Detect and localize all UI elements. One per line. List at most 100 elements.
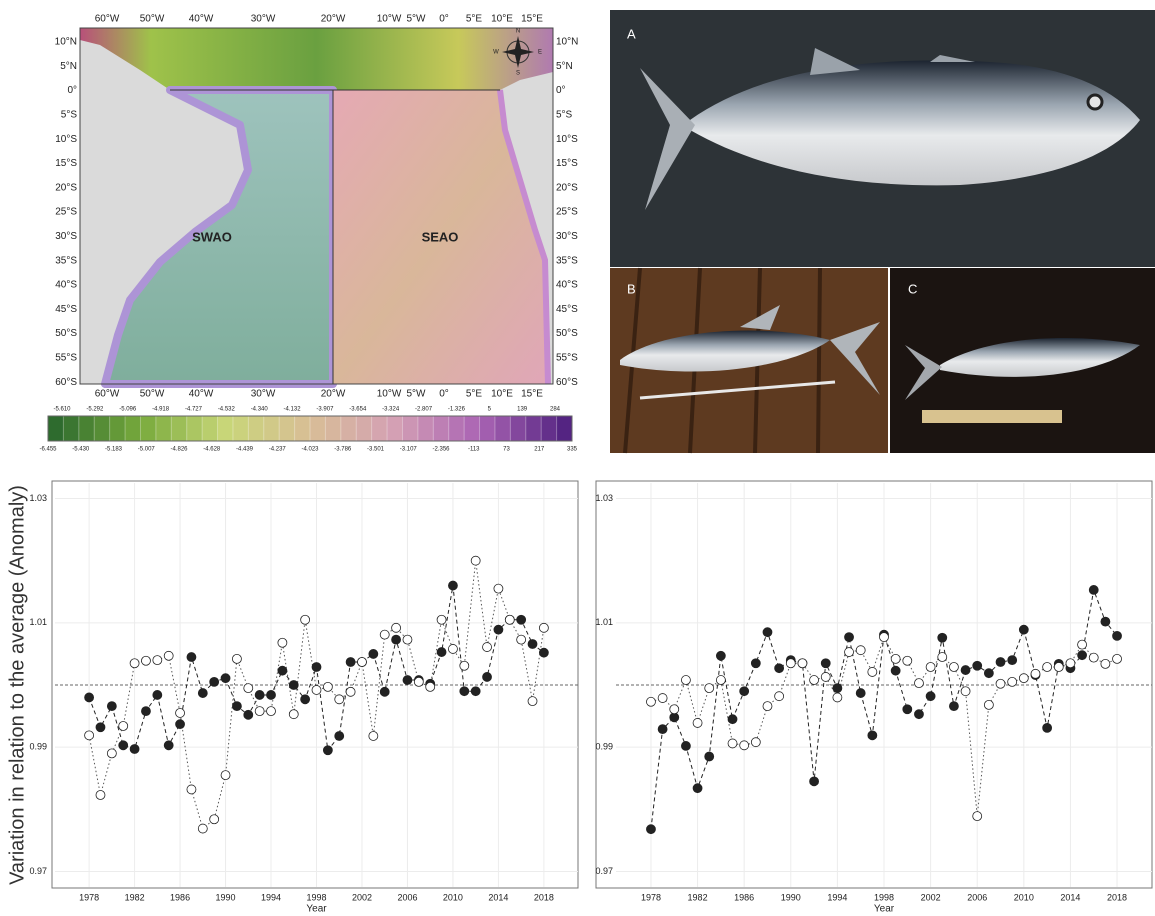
- data-point: [845, 633, 854, 642]
- y-tick-label: 1.03: [29, 493, 47, 503]
- data-point: [289, 681, 298, 690]
- data-point: [658, 725, 667, 734]
- data-point: [961, 687, 970, 696]
- data-point: [903, 656, 912, 665]
- y-tick-label: 0.99: [595, 742, 613, 752]
- lat-label: 55°S: [556, 353, 578, 364]
- data-point: [460, 687, 469, 696]
- compass-letter: E: [538, 50, 542, 56]
- x-tick-label: 1998: [306, 892, 326, 902]
- lon-label: 20°W: [321, 389, 346, 400]
- data-point: [1113, 654, 1122, 663]
- lat-label: 60°S: [556, 377, 578, 388]
- lat-label: 0°: [67, 85, 77, 96]
- colorbar-cell: [464, 416, 480, 441]
- data-point: [646, 697, 655, 706]
- colorbar-label: 284: [550, 407, 561, 413]
- colorbar-label: -3.907: [316, 407, 334, 413]
- data-point: [705, 684, 714, 693]
- lon-label: 5°E: [466, 14, 483, 25]
- colorbar-label: -4.023: [301, 447, 319, 453]
- data-point: [996, 658, 1005, 667]
- data-point: [164, 651, 173, 660]
- lon-label: 30°W: [251, 389, 276, 400]
- x-tick-label: 2002: [352, 892, 372, 902]
- lat-label: 20°S: [55, 182, 77, 193]
- x-axis-title: Year: [306, 904, 327, 915]
- data-point: [505, 615, 514, 624]
- colorbar-label: -3.324: [382, 407, 400, 413]
- lon-label: 15°E: [521, 389, 543, 400]
- data-point: [426, 682, 435, 691]
- data-point: [164, 741, 173, 750]
- x-tick-label: 1986: [734, 892, 754, 902]
- data-point: [1054, 662, 1063, 671]
- data-point: [728, 715, 737, 724]
- colorbar-cell: [187, 416, 203, 441]
- lat-label: 10°N: [556, 37, 578, 48]
- colorbar-label: -4.439: [236, 447, 254, 453]
- lon-label: 5°W: [407, 14, 427, 25]
- colorbar-cell: [202, 416, 218, 441]
- lon-label: 20°W: [321, 14, 346, 25]
- data-point: [96, 723, 105, 732]
- data-point: [868, 667, 877, 676]
- region-label: SWAO: [192, 229, 232, 244]
- colorbar-cell: [248, 416, 264, 441]
- compass-letter: S: [516, 71, 520, 77]
- lat-label: 15°S: [55, 158, 77, 169]
- lat-label: 5°N: [60, 61, 77, 72]
- lat-label: 10°N: [55, 37, 77, 48]
- compass-letter: W: [493, 50, 499, 56]
- data-point: [460, 661, 469, 670]
- data-point: [1008, 656, 1017, 665]
- data-point: [130, 745, 139, 754]
- data-point: [973, 812, 982, 821]
- colorbar-cell: [526, 416, 542, 441]
- colorbar-label: -1.326: [448, 407, 466, 413]
- data-point: [278, 666, 287, 675]
- data-point: [1043, 723, 1052, 732]
- colorbar-cell: [341, 416, 357, 441]
- lat-label: 30°S: [55, 231, 77, 242]
- data-point: [187, 785, 196, 794]
- lat-label: 35°S: [556, 255, 578, 266]
- data-point: [244, 710, 253, 719]
- colorbar-cell: [449, 416, 465, 441]
- data-point: [786, 659, 795, 668]
- x-tick-label: 1994: [261, 892, 281, 902]
- data-point: [267, 690, 276, 699]
- colorbar-label: -5.610: [53, 407, 71, 413]
- colorbar-cell: [510, 416, 526, 441]
- data-point: [646, 825, 655, 834]
- data-point: [96, 791, 105, 800]
- lat-label: 60°S: [55, 377, 77, 388]
- data-point: [845, 648, 854, 657]
- data-point: [380, 687, 389, 696]
- data-point: [798, 659, 807, 668]
- lon-label: 40°W: [189, 389, 214, 400]
- data-point: [1101, 617, 1110, 626]
- colorbar-cell: [156, 416, 172, 441]
- ruler: [922, 410, 1062, 423]
- colorbar-cell: [79, 416, 95, 441]
- colorbar-label: -5.430: [72, 447, 90, 453]
- page: A B C SWAO SEAO N E S W 60°W60°W50°W50°W…: [0, 0, 1155, 916]
- colorbar-label: 73: [503, 447, 510, 453]
- colorbar-cell: [433, 416, 449, 441]
- data-point: [346, 658, 355, 667]
- colorbar-label: -4.340: [251, 407, 269, 413]
- lon-label: 10°W: [377, 14, 402, 25]
- data-point: [255, 690, 264, 699]
- data-point: [119, 741, 128, 750]
- data-point: [448, 581, 457, 590]
- data-point: [1019, 674, 1028, 683]
- y-axis-title: Variation in relation to the average (An…: [6, 485, 28, 885]
- data-point: [821, 659, 830, 668]
- x-tick-label: 2014: [1060, 892, 1080, 902]
- lat-label: 15°S: [556, 158, 578, 169]
- lat-label: 10°S: [556, 134, 578, 145]
- colorbar-label: 217: [534, 447, 545, 453]
- colorbar-label: -113: [468, 447, 480, 453]
- data-point: [705, 752, 714, 761]
